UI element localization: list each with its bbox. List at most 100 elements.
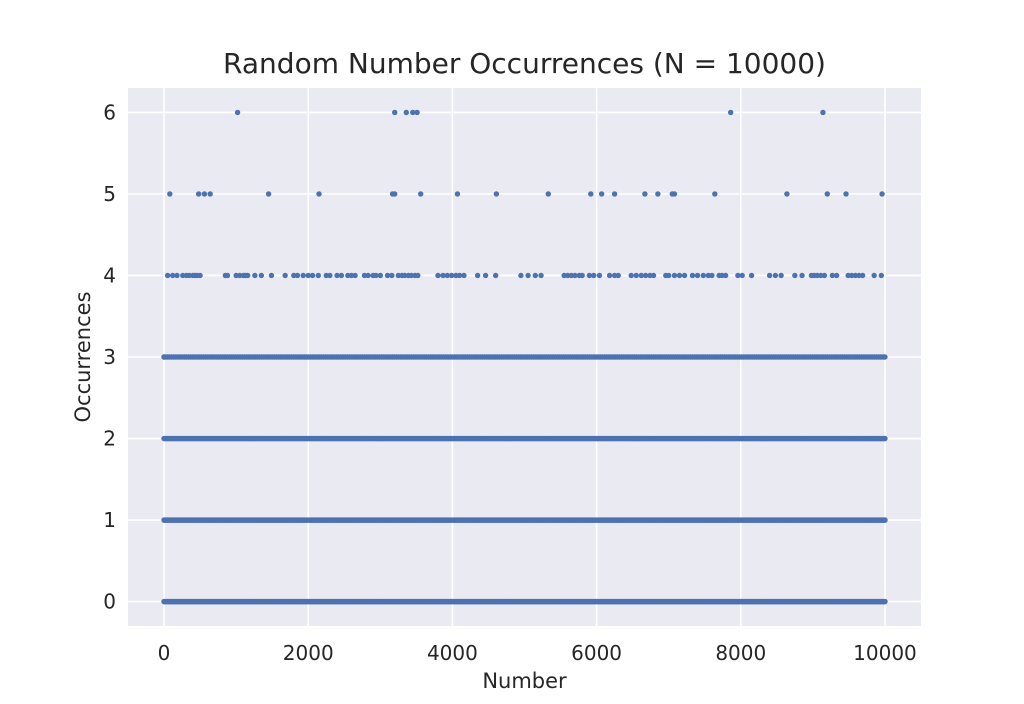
data-point	[440, 272, 446, 279]
data-point	[882, 435, 888, 442]
data-point	[493, 191, 500, 197]
x-tick-labels: 0 2000 4000 6000 8000 10000	[158, 641, 917, 665]
data-point	[224, 272, 231, 279]
x-tick-label: 4000	[427, 641, 478, 665]
data-point	[373, 272, 379, 279]
data-point	[586, 272, 593, 279]
data-point	[799, 272, 805, 279]
data-point	[871, 272, 877, 279]
data-point	[532, 272, 539, 279]
x-tick-label: 6000	[571, 641, 622, 665]
data-point	[638, 272, 644, 279]
data-point	[338, 272, 345, 279]
data-point	[258, 272, 265, 279]
data-point	[474, 272, 481, 279]
data-point	[833, 272, 840, 279]
data-point	[461, 272, 467, 279]
data-point	[305, 272, 311, 279]
data-point	[435, 272, 441, 279]
x-axis-label: Number	[482, 669, 567, 693]
y-axis-label: Occurrences	[71, 291, 95, 422]
data-point	[448, 272, 455, 279]
x-tick-label: 8000	[715, 641, 766, 665]
data-point	[591, 272, 597, 279]
data-point	[197, 272, 203, 279]
data-point	[727, 109, 734, 116]
data-point	[268, 272, 275, 279]
data-point	[676, 272, 683, 279]
data-point	[164, 272, 171, 279]
data-point	[700, 272, 706, 279]
data-point	[748, 272, 755, 279]
y-tick-label: 3	[103, 345, 116, 369]
x-tick-label: 2000	[283, 641, 334, 665]
y-tick-label: 0	[103, 590, 116, 614]
data-point	[482, 272, 489, 279]
data-point	[671, 191, 678, 197]
data-point	[596, 272, 603, 279]
data-point	[201, 191, 208, 197]
data-point	[492, 272, 499, 279]
x-tick-label: 10000	[853, 641, 917, 665]
data-point	[377, 272, 384, 279]
data-point	[628, 272, 634, 279]
chart-title: Random Number Occurrences (N = 10000)	[223, 47, 826, 80]
data-point	[642, 272, 649, 279]
data-point	[611, 191, 618, 197]
data-point	[252, 272, 258, 279]
y-tick-labels: 0 1 2 3 4 5 6	[103, 100, 116, 613]
data-point	[665, 272, 672, 279]
data-point	[821, 272, 828, 279]
data-point	[766, 272, 773, 279]
data-point	[829, 272, 836, 279]
data-points	[161, 109, 888, 605]
data-point	[518, 272, 524, 279]
data-point	[650, 272, 657, 279]
data-point	[161, 354, 167, 360]
data-point	[174, 272, 180, 279]
data-point	[681, 272, 688, 279]
data-point	[161, 435, 167, 442]
data-point	[772, 272, 779, 279]
data-point	[389, 272, 395, 279]
data-point	[352, 272, 358, 279]
data-point	[739, 272, 745, 279]
data-point	[415, 272, 421, 279]
data-point	[882, 598, 888, 605]
y-tick-label: 2	[103, 427, 116, 451]
data-point	[417, 191, 424, 197]
data-point	[403, 109, 409, 116]
x-tick-label: 0	[158, 641, 171, 665]
data-point	[655, 191, 661, 197]
data-point	[879, 191, 885, 197]
data-point	[615, 272, 621, 279]
data-point	[633, 272, 639, 279]
data-point	[234, 109, 241, 116]
data-point	[392, 109, 398, 116]
data-point	[579, 272, 585, 279]
data-point	[282, 272, 288, 279]
data-point	[859, 272, 866, 279]
data-point	[195, 191, 202, 197]
data-point	[709, 272, 715, 279]
data-point	[244, 272, 251, 279]
data-point	[309, 272, 316, 279]
data-point	[456, 272, 463, 279]
data-point	[843, 191, 849, 197]
data-point	[671, 272, 678, 279]
y-tick-label: 1	[103, 508, 116, 532]
y-tick-label: 5	[103, 182, 116, 206]
y-tick-label: 6	[103, 100, 116, 124]
data-point	[384, 272, 391, 279]
data-point	[294, 272, 301, 279]
data-point	[694, 272, 701, 279]
data-point	[784, 191, 790, 197]
data-point	[315, 272, 322, 279]
data-point	[882, 517, 888, 523]
data-point	[414, 109, 420, 116]
data-point	[735, 272, 741, 279]
data-point	[327, 272, 333, 279]
data-point	[882, 354, 888, 360]
data-point	[161, 517, 167, 523]
